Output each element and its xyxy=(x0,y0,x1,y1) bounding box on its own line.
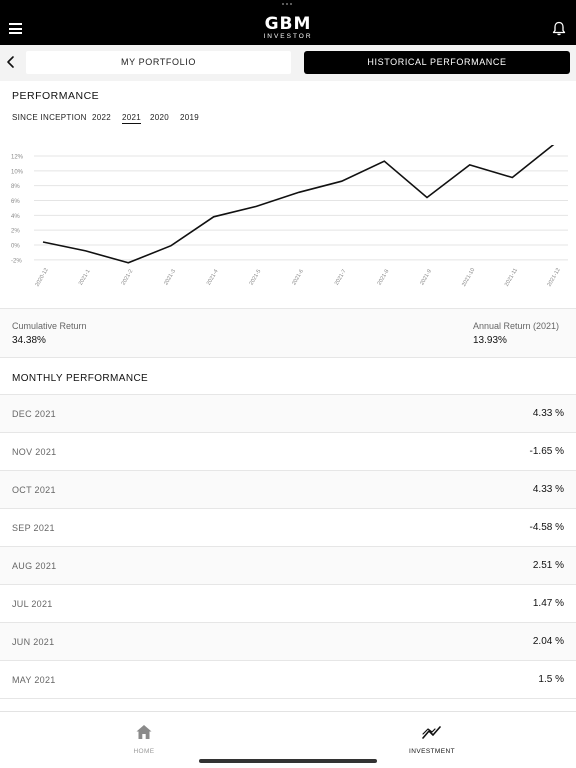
month-return: -1.65 % xyxy=(529,446,564,457)
back-arrow-icon[interactable] xyxy=(5,55,17,69)
x-tick-label: 2021-7 xyxy=(334,269,348,287)
x-tick-label: 2021-4 xyxy=(206,269,220,287)
tab-historical-performance[interactable]: HISTORICAL PERFORMANCE xyxy=(304,51,570,74)
series-line xyxy=(42,145,555,264)
filter-since-inception[interactable]: SINCE INCEPTION xyxy=(12,113,87,122)
x-tick-label: 2021-12 xyxy=(546,267,561,287)
divider xyxy=(0,357,576,358)
x-tick-label: 2021-8 xyxy=(377,269,391,287)
y-tick-label: 12% xyxy=(11,155,24,161)
nav-investment[interactable]: INVESTMENT xyxy=(392,724,472,755)
nav-home-label: HOME xyxy=(133,748,155,755)
performance-line-chart: 12% 10% 8% 6% 4% 2% 0% -2% 2020-12 2021-1 2021-2 20… xyxy=(11,145,568,288)
performance-title: PERFORMANCE xyxy=(12,90,100,102)
month-label: AUG 2021 xyxy=(12,561,57,571)
list-item: NOV 2021 -1.65 % xyxy=(0,433,576,471)
hamburger-icon[interactable] xyxy=(9,23,23,34)
tab-bar: MY PORTFOLIO HISTORICAL PERFORMANCE xyxy=(0,45,576,81)
annual-return-value: 13.93% xyxy=(473,335,507,346)
month-label: JUL 2021 xyxy=(12,599,53,609)
x-tick-label: 2021-5 xyxy=(249,269,263,287)
cumulative-return-label: Cumulative Return xyxy=(12,321,87,331)
month-return: 4.33 % xyxy=(532,408,564,419)
monthly-performance-list: DEC 2021 4.33 % NOV 2021 -1.65 % OCT 202… xyxy=(0,395,576,699)
y-tick-label: 8% xyxy=(11,184,20,190)
month-return: 2.04 % xyxy=(532,636,564,647)
nav-investment-label: INVESTMENT xyxy=(409,748,455,755)
month-label: NOV 2021 xyxy=(12,447,57,457)
x-tick-label: 2021-11 xyxy=(504,267,519,287)
top-bar: GBM INVESTOR xyxy=(0,0,576,45)
filter-2019[interactable]: 2019 xyxy=(180,113,199,122)
month-label: SEP 2021 xyxy=(12,523,55,533)
y-tick-label: -2% xyxy=(11,258,22,264)
month-return: 4.33 % xyxy=(532,484,564,495)
divider xyxy=(0,394,576,395)
filter-2022[interactable]: 2022 xyxy=(92,113,111,122)
x-tick-label: 2021-9 xyxy=(419,269,433,287)
month-label: JUN 2021 xyxy=(12,637,55,647)
y-tick-label: 2% xyxy=(11,229,20,235)
month-label: OCT 2021 xyxy=(12,485,56,495)
list-item: JUL 2021 1.47 % xyxy=(0,585,576,623)
logo-subtitle: INVESTOR xyxy=(263,33,313,40)
list-item: JUN 2021 2.04 % xyxy=(0,623,576,661)
month-return: 2.51 % xyxy=(532,560,564,571)
x-tick-label: 2020-12 xyxy=(34,267,49,287)
month-return: 1.5 % xyxy=(538,674,564,685)
investment-chart-icon xyxy=(422,726,441,739)
list-item: SEP 2021 -4.58 % xyxy=(0,509,576,547)
filter-2020[interactable]: 2020 xyxy=(150,113,169,122)
month-return: -4.58 % xyxy=(529,522,564,533)
cumulative-return-value: 34.38% xyxy=(12,335,46,346)
nav-home[interactable]: HOME xyxy=(104,724,184,755)
tab-my-portfolio[interactable]: MY PORTFOLIO xyxy=(26,51,291,74)
x-tick-label: 2021-10 xyxy=(461,267,476,287)
home-icon xyxy=(136,725,152,739)
return-stats: Cumulative Return 34.38% Annual Return (… xyxy=(0,309,576,357)
x-tick-label: 2021-1 xyxy=(78,269,92,287)
bottom-navigation: HOME INVESTMENT xyxy=(0,711,576,768)
divider xyxy=(0,308,576,309)
y-tick-label: 6% xyxy=(11,199,20,205)
y-tick-label: 0% xyxy=(11,244,20,250)
multitasking-dots[interactable] xyxy=(282,3,294,6)
list-item: OCT 2021 4.33 % xyxy=(0,471,576,509)
list-item: MAY 2021 1.5 % xyxy=(0,661,576,699)
gbm-logo: GBM INVESTOR xyxy=(248,14,328,41)
x-tick-label: 2021-6 xyxy=(291,269,305,287)
month-label: DEC 2021 xyxy=(12,409,56,419)
list-item: DEC 2021 4.33 % xyxy=(0,395,576,433)
month-return: 1.47 % xyxy=(532,598,564,609)
monthly-performance-title: MONTHLY PERFORMANCE xyxy=(12,373,149,384)
home-indicator[interactable] xyxy=(199,759,377,763)
y-tick-label: 10% xyxy=(11,169,24,175)
y-tick-label: 4% xyxy=(11,214,20,220)
x-tick-label: 2021-2 xyxy=(121,269,135,287)
list-item: AUG 2021 2.51 % xyxy=(0,547,576,585)
annual-return-label: Annual Return (2021) xyxy=(473,321,560,331)
logo-brand: GBM xyxy=(264,14,312,34)
bell-icon[interactable] xyxy=(552,21,566,36)
x-tick-label: 2021-3 xyxy=(163,269,177,287)
filter-2021[interactable]: 2021 xyxy=(122,113,141,124)
month-label: MAY 2021 xyxy=(12,675,56,685)
